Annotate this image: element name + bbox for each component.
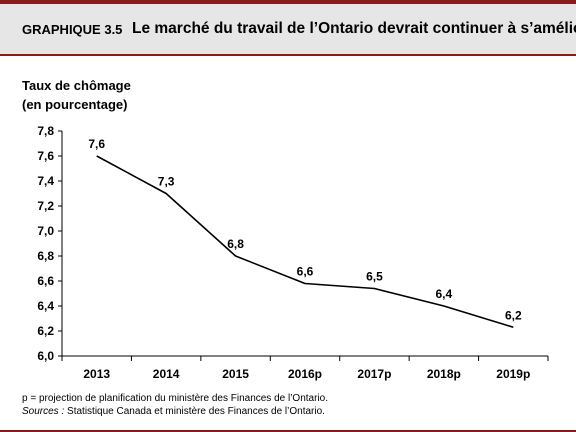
y-tick-label: 6,4 [37, 299, 54, 313]
y-axis: 6,0 6,2 6,4 6,6 6,8 7,0 7,2 7,4 7,6 7,8 [37, 124, 63, 363]
x-tick-label: 2017p [357, 367, 391, 381]
chart-title: Le marché du travail de l’Ontario devrai… [132, 20, 576, 37]
header-rule [0, 54, 576, 56]
x-tick-label: 2019p [496, 367, 530, 381]
data-label: 7,3 [158, 175, 175, 189]
y-tick-label: 6,8 [37, 249, 54, 263]
sources-label: Sources : [22, 406, 65, 417]
data-label: 6,4 [436, 287, 453, 301]
bottom-border [0, 430, 576, 432]
y-axis-title-line-2: (en pourcentage) [22, 97, 128, 112]
top-border [0, 0, 576, 4]
data-label: 6,2 [505, 308, 522, 322]
series-line [96, 155, 514, 329]
figure-number: GRAPHIQUE 3.5 [22, 22, 123, 37]
y-tick-label: 7,8 [37, 124, 54, 138]
y-tick-label: 7,0 [37, 224, 54, 238]
data-labels: 7,6 7,3 6,8 6,6 6,5 6,4 6,2 [88, 137, 522, 322]
projection-note: p = projection de planification du minis… [22, 393, 329, 404]
sources-note: Sources : Statistique Canada et ministèr… [22, 406, 325, 417]
y-tick-label: 7,2 [37, 199, 54, 213]
data-label: 7,6 [88, 137, 105, 151]
header-band [0, 4, 576, 54]
x-tick-label: 2016p [288, 367, 322, 381]
data-label: 6,6 [297, 265, 314, 279]
y-axis-title-line-1: Taux de chômage [22, 78, 131, 93]
sources-text: Statistique Canada et ministère des Fina… [64, 406, 325, 417]
data-label: 6,8 [227, 237, 244, 251]
x-axis: 2013 2014 2015 2016p 2017p 2018p 2019p [61, 355, 549, 381]
data-label: 6,5 [366, 270, 383, 284]
x-tick-label: 2018p [427, 367, 461, 381]
y-tick-label: 7,4 [37, 174, 54, 188]
y-tick-label: 7,6 [37, 149, 54, 163]
x-tick-label: 2015 [222, 367, 249, 381]
x-tick-label: 2013 [83, 367, 110, 381]
series-unemployment-rate [96, 155, 514, 329]
y-tick-label: 6,0 [37, 349, 54, 363]
y-tick-label: 6,2 [37, 324, 54, 338]
x-tick-label: 2014 [153, 367, 180, 381]
y-tick-label: 6,6 [37, 274, 54, 288]
y-axis-title: Taux de chômage (en pourcentage) [22, 76, 131, 114]
